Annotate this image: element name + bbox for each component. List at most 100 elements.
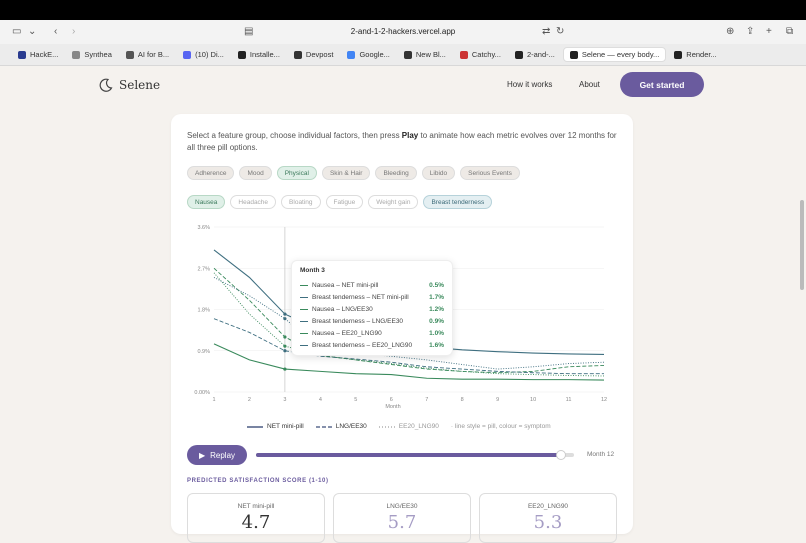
legend-item-net: NET mini-pill — [247, 423, 304, 430]
series-line — [213, 318, 604, 375]
x-tick-label: 12 — [601, 397, 607, 403]
nav-link-about[interactable]: About — [579, 80, 600, 89]
month-label: Month 12 — [587, 451, 615, 458]
group-pill[interactable]: Libido — [421, 166, 456, 180]
address-bar[interactable]: 2-and-1-2-hackers.vercel.app — [350, 27, 456, 36]
factor-pill[interactable]: Breast tenderness — [423, 195, 493, 209]
back-icon[interactable]: ‹ — [54, 26, 58, 37]
tooltip-row: Nausea – LNG/EE30 1.2% — [300, 303, 444, 315]
translate-icon[interactable]: ⇄ — [542, 26, 551, 37]
chevron-down-icon[interactable]: ⌄ — [28, 26, 37, 37]
share-icon[interactable]: ⇪ — [746, 26, 755, 37]
tab-label: Selene — every body... — [581, 50, 660, 59]
get-started-button[interactable]: Get started — [620, 72, 704, 97]
scrubber-handle[interactable] — [556, 450, 567, 460]
tab-label: AI for B... — [137, 50, 170, 59]
moon-icon — [99, 78, 113, 92]
page-scrollbar[interactable] — [800, 200, 804, 290]
replay-button[interactable]: ▶ Replay — [187, 445, 247, 465]
series-point — [283, 349, 287, 353]
score-heading: PREDICTED SATISFACTION SCORE (1-10) — [187, 478, 329, 484]
y-tick-label: 3.6% — [197, 225, 210, 231]
x-tick-label: 1 — [212, 397, 215, 403]
browser-tab[interactable]: 2-and-... — [509, 47, 561, 62]
browser-tab[interactable]: New Bl... — [398, 47, 452, 62]
factor-pill[interactable]: Headache — [230, 195, 277, 209]
tooltip-swatch — [300, 344, 308, 346]
site-header: Selene How it works About Get started — [0, 66, 806, 114]
x-tick-label: 6 — [390, 397, 393, 403]
browser-tab[interactable]: HackE... — [12, 47, 64, 62]
y-tick-label: 0.00% — [194, 390, 210, 396]
x-tick-label: 7 — [425, 397, 428, 403]
sidebar-toggle-icon[interactable]: ▭ — [12, 26, 22, 37]
tooltip-series-name: Breast tenderness – LNG/EE30 — [312, 317, 404, 325]
series-line — [213, 267, 605, 374]
group-pill[interactable]: Adherence — [187, 166, 235, 180]
tab-overview-icon[interactable]: ⧉ — [786, 26, 794, 37]
favicon-icon — [72, 50, 81, 59]
favicon-icon — [293, 50, 302, 59]
tooltip-swatch — [300, 332, 308, 334]
favicon-icon — [347, 50, 356, 59]
factor-selector: Nausea Headache Bloating Fatigue Weight gain… — [187, 195, 493, 209]
month-scrubber[interactable] — [256, 450, 574, 460]
favicon-icon — [237, 50, 246, 59]
series-line — [213, 277, 605, 370]
browser-tab[interactable]: Render... — [668, 47, 722, 62]
browser-toolbar: ▭ ⌄ ‹ › ▤ 2-and-1-2-hackers.vercel.app ⇄… — [0, 20, 806, 44]
tooltip-value: 1.6% — [429, 341, 444, 349]
browser-tab[interactable]: (10) Di... — [177, 47, 230, 62]
group-pill[interactable]: Bleeding — [375, 166, 417, 180]
tab-label: HackE... — [30, 50, 59, 59]
group-pill[interactable]: Serious Events — [460, 166, 520, 180]
group-pill[interactable]: Physical — [276, 166, 317, 180]
x-tick-label: 3 — [283, 397, 286, 403]
score-cards: NET mini-pill 4.7 LNG/EE30 5.7 EE20_LNG90 5… — [187, 493, 617, 543]
brand-logo[interactable]: Selene — [99, 78, 160, 92]
x-tick-label: 2 — [248, 397, 251, 403]
series-point — [283, 312, 287, 316]
factor-pill[interactable]: Weight gain — [368, 195, 419, 209]
tooltip-row: Nausea – NET mini-pill 0.5% — [300, 279, 444, 291]
nav-link-how-it-works[interactable]: How it works — [507, 80, 553, 89]
series-line — [213, 343, 605, 381]
browser-tab[interactable]: Devpost — [288, 47, 340, 62]
browser-tab[interactable]: AI for B... — [120, 47, 175, 62]
scrubber-fill — [256, 453, 562, 457]
factor-pill[interactable]: Fatigue — [325, 195, 364, 209]
group-pill[interactable]: Mood — [239, 166, 272, 180]
browser-tab[interactable]: Installe... — [232, 47, 286, 62]
browser-tab[interactable]: Google... — [341, 47, 395, 62]
tooltip-series-name: Nausea – LNG/EE30 — [312, 305, 373, 313]
browser-tab[interactable]: Catchy... — [454, 47, 507, 62]
factor-pill[interactable]: Bloating — [281, 195, 321, 209]
tooltip-series-name: Breast tenderness – EE20_LNG90 — [312, 341, 413, 349]
feature-group-selector: Adherence Mood Physical Skin & Hair Bleeding… — [187, 166, 520, 180]
x-tick-label: 8 — [461, 397, 464, 403]
x-tick-label: 11 — [566, 397, 572, 403]
new-tab-icon[interactable]: + — [766, 26, 772, 37]
favicon-icon — [459, 50, 468, 59]
factor-pill[interactable]: Nausea — [187, 195, 226, 209]
reader-icon[interactable]: ▤ — [244, 26, 254, 37]
legend-note: · line style = pill, colour = symptom — [450, 423, 551, 430]
forward-icon[interactable]: › — [72, 26, 76, 37]
download-icon[interactable]: ⊕ — [726, 26, 735, 37]
chart-tooltip: Month 3 Nausea – NET mini-pill 0.5% Breast… — [291, 260, 453, 356]
browser-tab[interactable]: Selene — every body... — [562, 47, 667, 62]
tooltip-row: Breast tenderness – EE20_LNG90 1.6% — [300, 339, 444, 351]
tooltip-value: 0.9% — [429, 317, 444, 325]
tab-label: Installe... — [249, 50, 280, 59]
reload-icon[interactable]: ↻ — [556, 26, 565, 37]
line-chart: 0.00%0.9%1.8%2.7%3.6%1 2 3 4 5 6 7 8 9 10 11 12Mont… — [194, 225, 607, 410]
favicon-icon — [125, 50, 134, 59]
browser-tab[interactable]: Synthea — [66, 47, 118, 62]
tooltip-row: Breast tenderness – NET mini-pill 1.7% — [300, 291, 444, 303]
tooltip-series-name: Nausea – EE20_LNG90 — [312, 329, 382, 337]
tab-label: 2-and-... — [526, 50, 555, 59]
group-pill[interactable]: Skin & Hair — [321, 166, 371, 180]
score-card-net: NET mini-pill 4.7 — [187, 493, 325, 543]
score-card-ee20-lng90: EE20_LNG90 5.3 — [479, 493, 617, 543]
x-tick-label: 5 — [354, 397, 357, 403]
